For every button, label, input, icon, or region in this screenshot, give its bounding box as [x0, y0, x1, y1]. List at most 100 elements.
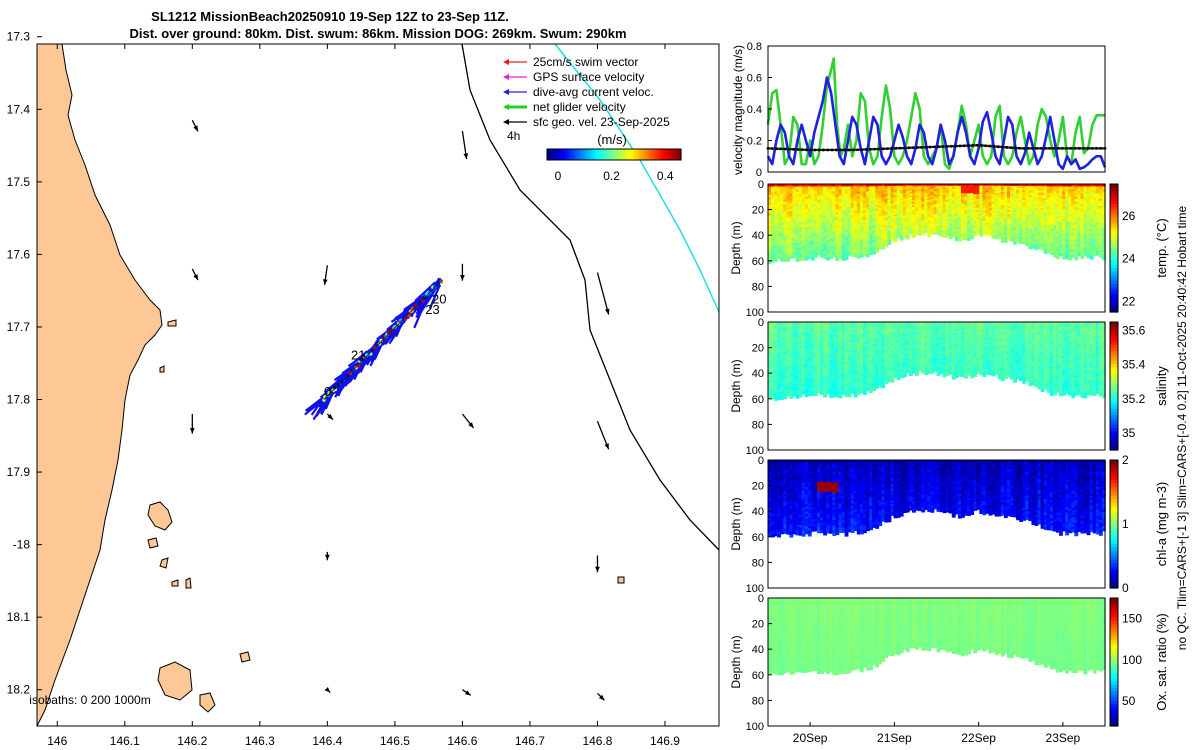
- velocity-point: [830, 148, 834, 152]
- velocity-point: [804, 148, 808, 152]
- vel-ytick-label: 0.4: [747, 104, 762, 116]
- section-cell: [783, 395, 788, 400]
- cbar-cell: [679, 149, 682, 160]
- legend-label: 25cm/s swim vector: [533, 55, 638, 69]
- section-cell: [893, 239, 898, 243]
- velocity-point: [975, 143, 979, 147]
- velocity-point: [920, 145, 923, 149]
- velocity-point: [945, 145, 949, 148]
- velocity-point: [898, 146, 902, 150]
- cbar-cell: [597, 149, 600, 160]
- geo-vectors: [189, 119, 610, 701]
- day-label: 0: [324, 384, 331, 399]
- velocity-point: [992, 144, 996, 148]
- section-cell: [887, 242, 892, 245]
- legend-label: net glider velocity: [533, 100, 626, 114]
- section-cbar-label: 24: [1122, 252, 1136, 266]
- velocity-point: [1090, 146, 1094, 150]
- isobaths: [461, 43, 720, 551]
- cbar-cell: [615, 149, 618, 160]
- velocity-point: [1086, 146, 1090, 150]
- legend-label: GPS surface velocity: [533, 70, 644, 84]
- lon-tick-label: 146.6: [447, 734, 477, 748]
- cbar-cell: [661, 149, 664, 160]
- section-cell: [970, 236, 975, 240]
- title-line2: Dist. over ground: 80km. Dist. swum: 86k…: [129, 26, 626, 41]
- isobath-1000m: [554, 43, 720, 313]
- island: [199, 692, 216, 713]
- cbar-cell: [587, 149, 590, 160]
- velocity-point: [1043, 146, 1047, 150]
- velocity-point: [877, 147, 881, 151]
- map-ticks: 146 146.1 146.2 146.3 146.4 146.5 146.6 146.7 14…: [7, 30, 681, 748]
- vel-ytick-label: 0.2: [747, 136, 762, 148]
- cbar-cell: [551, 149, 554, 160]
- geo-vector-head: [189, 428, 195, 434]
- velocity-point: [881, 147, 885, 151]
- isobath-200m: [461, 43, 720, 551]
- section-cell: [1089, 256, 1094, 260]
- cbar-cell: [671, 149, 674, 160]
- velocity-point: [834, 148, 838, 152]
- velocity-point: [954, 144, 958, 148]
- speed-colorbar: (m/s)0 0.2 0.4: [546, 132, 682, 183]
- cbar-cell: [571, 149, 574, 160]
- cbar-cell: [635, 149, 638, 160]
- lat-tick-label: 17.9: [7, 465, 31, 479]
- cbar-cell: [653, 149, 656, 160]
- map-frame: [36, 43, 720, 727]
- velocity-point: [770, 147, 774, 150]
- section-cbar-cell: [1110, 184, 1118, 188]
- geo-vector-head: [325, 554, 330, 561]
- island: [159, 365, 165, 373]
- lat-tick-label: 17.4: [7, 102, 31, 116]
- geo-vector: [596, 272, 610, 315]
- day-label: 21: [351, 348, 365, 363]
- island: [147, 501, 173, 531]
- velocity-point: [886, 147, 889, 151]
- velocity-point: [915, 146, 919, 149]
- cbar-cell: [669, 149, 672, 160]
- lon-tick-label: 146.3: [245, 734, 275, 748]
- velocity-point: [1031, 146, 1034, 150]
- cbar-cell: [665, 149, 668, 160]
- velocity-point: [1048, 146, 1051, 150]
- velocity-point: [1099, 146, 1103, 150]
- cbar-cell: [637, 149, 640, 160]
- legend-arrowhead: [503, 89, 509, 95]
- cbar-cell: [549, 149, 552, 160]
- lat-tick-label: 17.3: [7, 30, 31, 44]
- velocity-point: [813, 148, 817, 152]
- island: [167, 319, 177, 327]
- section-cell: [847, 393, 852, 398]
- lon-tick-label: 146.2: [177, 734, 207, 748]
- velocity-point: [1018, 146, 1022, 150]
- velocity-point: [911, 146, 915, 150]
- velocity-point: [979, 144, 983, 147]
- track-point: [439, 279, 444, 284]
- geo-vector-head: [463, 153, 469, 160]
- section-cbar-label: 26: [1122, 209, 1136, 223]
- cbar-cell: [573, 149, 576, 160]
- cbar-cell: [605, 149, 608, 160]
- velocity-point: [775, 147, 778, 151]
- velocity-point: [958, 144, 962, 148]
- lat-tick-label: 17.7: [7, 320, 31, 334]
- cbar-cell: [611, 149, 614, 160]
- cbar-cell: [675, 149, 678, 160]
- cbar-tick-label: 0: [555, 169, 562, 183]
- legend-label: sfc geo. vel. 23-Sep-2025: [533, 115, 670, 129]
- track-point: [430, 288, 435, 293]
- cbar-cell: [631, 149, 634, 160]
- cbar-cell: [607, 149, 610, 160]
- cbar-cell: [563, 149, 566, 160]
- cbar-cell: [625, 149, 628, 160]
- day-label: 20: [432, 292, 446, 307]
- velocity-point: [950, 144, 953, 148]
- velocity-point: [822, 148, 825, 152]
- velocity-point: [928, 145, 932, 149]
- day-label: 23: [425, 302, 439, 317]
- cbar-cell: [575, 149, 578, 160]
